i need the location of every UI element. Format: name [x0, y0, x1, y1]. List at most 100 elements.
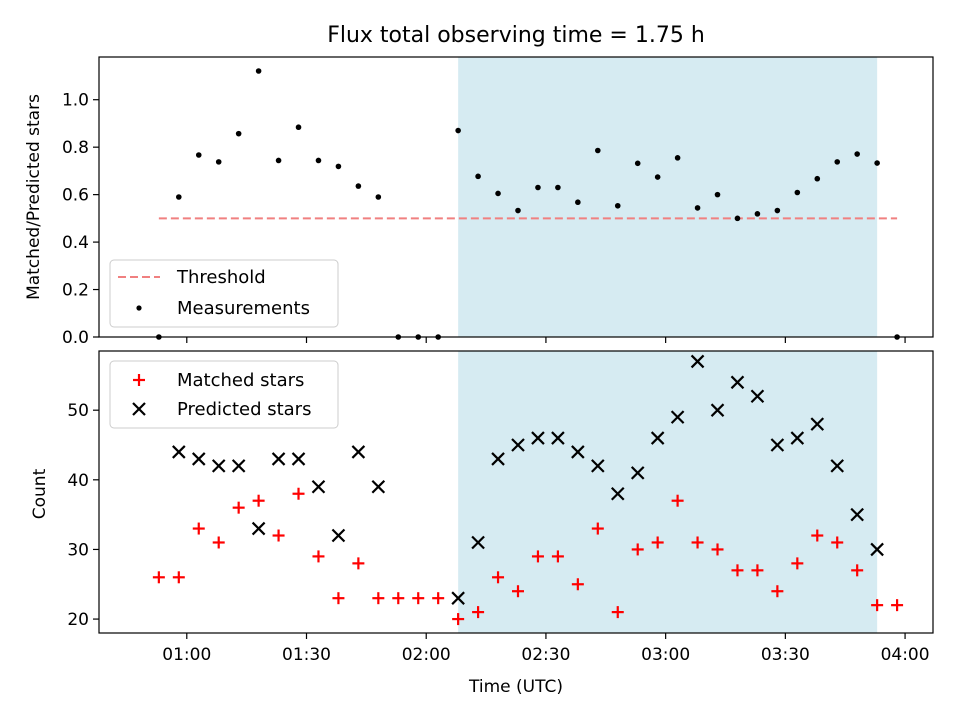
predicted-star-point [231, 459, 246, 473]
bottom-y-axis-label: Count [30, 468, 50, 519]
measurement-point [874, 160, 880, 166]
measurement-point [774, 207, 781, 214]
measurement-point [734, 215, 741, 222]
matched-star-point [392, 592, 405, 605]
measurement-point [195, 152, 202, 158]
x-tick-label: 01:00 [162, 645, 211, 665]
measurement-point [674, 155, 681, 161]
top-shaded-span [458, 57, 878, 337]
y-tick-label: 0.4 [62, 233, 89, 253]
top-legend: Threshold Measurements [109, 259, 339, 328]
matched-star-point [851, 564, 864, 577]
matched-star-point [591, 522, 604, 535]
predicted-stars-points [172, 354, 884, 605]
measurement-point [595, 147, 601, 154]
matched-star-point [571, 578, 584, 591]
top-axes-frame [98, 56, 934, 338]
measurement-point [515, 207, 521, 214]
matched-star-point [671, 494, 684, 507]
predicted-star-point [870, 542, 884, 557]
y-tick-label: 0.8 [62, 138, 89, 158]
bottom-legend-box [109, 360, 339, 429]
measurement-point [215, 159, 222, 165]
measurement-point [614, 202, 621, 209]
matched-star-point [352, 557, 365, 570]
y-tick-label: 40 [67, 471, 89, 491]
figure-title: Flux total observing time = 1.75 h [327, 23, 705, 48]
predicted-star-point [690, 354, 705, 369]
matched-star-point [292, 487, 305, 500]
matched-star-point [492, 571, 505, 584]
predicted-star-point [571, 445, 585, 459]
y-tick-label: 30 [67, 540, 89, 560]
predicted-star-point [610, 486, 625, 501]
measurement-point [255, 68, 262, 74]
measurement-point [634, 160, 641, 167]
matched-star-point [831, 536, 844, 549]
matched-star-point [232, 501, 245, 514]
bottom-x-ticks: 01:00 01:30 02:00 02:30 03:00 03:30 04:00 [162, 633, 930, 665]
measurement-point [535, 184, 541, 191]
top-y-axis-label: Matched/Predicted stars [24, 94, 44, 300]
predicted-star-point [710, 403, 725, 417]
matched-legend-label: Matched stars [177, 370, 304, 391]
predicted-legend-label: Predicted stars [177, 399, 311, 420]
matched-star-point [811, 529, 824, 542]
matched-star-point [332, 592, 345, 605]
measurement-point [235, 130, 242, 137]
matched-star-point [372, 592, 385, 605]
matched-star-point [531, 550, 544, 563]
measurement-point [495, 190, 501, 197]
top-panel: 0.0 0.2 0.4 0.6 0.8 1.0 Matched/Predicted sta… [24, 56, 934, 348]
predicted-star-point [670, 410, 685, 424]
top-y-ticks: 0.0 0.2 0.4 0.6 0.8 1.0 [62, 91, 99, 348]
predicted-star-point [531, 431, 545, 445]
matched-stars-points [152, 487, 904, 626]
matched-star-point [432, 592, 445, 605]
measurement-point [335, 163, 342, 170]
measurement-point [375, 194, 382, 200]
y-tick-label: 50 [67, 401, 89, 421]
matched-star-point [452, 613, 465, 626]
matched-star-point [731, 564, 744, 577]
y-tick-label: 0.2 [62, 281, 89, 301]
x-axis-label: Time (UTC) [468, 677, 563, 697]
matched-star-point [272, 529, 285, 542]
measurements-legend-marker [136, 305, 142, 311]
matched-star-point [252, 494, 265, 507]
matched-star-point [172, 571, 185, 584]
predicted-star-point [451, 591, 465, 605]
x-tick-label: 02:00 [402, 645, 451, 665]
matched-star-point [152, 571, 165, 584]
predicted-star-point [790, 431, 805, 445]
measurement-points [156, 68, 900, 340]
matched-star-point [791, 557, 804, 570]
measurement-point [475, 173, 481, 180]
predicted-star-point [211, 459, 226, 473]
y-tick-label: 20 [67, 610, 89, 630]
matched-star-point [312, 550, 325, 563]
bottom-y-ticks: 20 30 40 50 [67, 401, 99, 630]
predicted-star-point [291, 452, 306, 466]
measurement-point [275, 157, 282, 164]
predicted-star-point [630, 466, 645, 480]
predicted-star-point [491, 452, 505, 466]
matched-legend-marker [133, 374, 145, 386]
matched-star-point [751, 564, 764, 577]
measurement-point [854, 151, 860, 157]
measurement-point [754, 211, 761, 217]
bottom-axes-frame [98, 350, 934, 634]
predicted-star-point [730, 375, 745, 390]
y-tick-label: 0.0 [62, 328, 89, 348]
predicted-star-point [830, 459, 845, 473]
matched-star-point [511, 585, 524, 598]
measurement-point [654, 174, 661, 180]
predicted-star-point [770, 438, 785, 452]
matched-star-point [711, 543, 724, 556]
x-tick-label: 01:30 [282, 645, 331, 665]
y-tick-label: 0.6 [62, 186, 89, 206]
x-tick-label: 02:30 [521, 645, 570, 665]
matched-star-point [472, 606, 485, 619]
